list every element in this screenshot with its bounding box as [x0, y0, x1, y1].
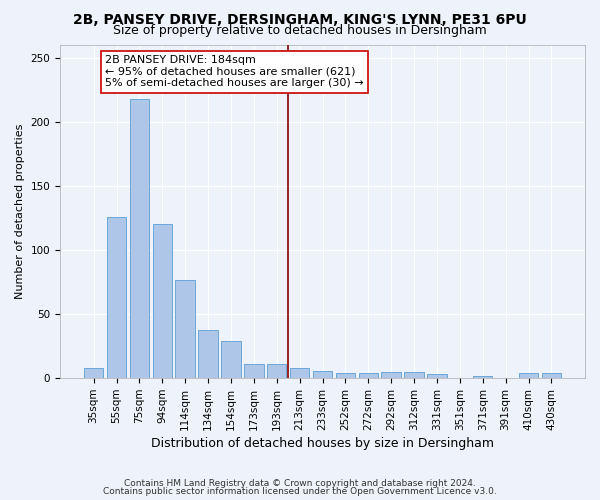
Bar — [359, 373, 378, 378]
Bar — [427, 374, 446, 378]
Bar — [382, 372, 401, 378]
Text: 2B PANSEY DRIVE: 184sqm
← 95% of detached houses are smaller (621)
5% of semi-de: 2B PANSEY DRIVE: 184sqm ← 95% of detache… — [105, 56, 364, 88]
Bar — [290, 368, 310, 378]
Bar — [267, 364, 286, 378]
Y-axis label: Number of detached properties: Number of detached properties — [15, 124, 25, 300]
Bar — [175, 280, 195, 378]
Bar — [404, 372, 424, 378]
Bar — [130, 99, 149, 378]
Bar — [199, 330, 218, 378]
Bar — [335, 373, 355, 378]
Bar — [519, 373, 538, 378]
Text: Contains HM Land Registry data © Crown copyright and database right 2024.: Contains HM Land Registry data © Crown c… — [124, 478, 476, 488]
Bar — [107, 216, 126, 378]
Bar — [473, 376, 493, 378]
Bar — [542, 373, 561, 378]
Text: 2B, PANSEY DRIVE, DERSINGHAM, KING'S LYNN, PE31 6PU: 2B, PANSEY DRIVE, DERSINGHAM, KING'S LYN… — [73, 12, 527, 26]
Bar — [152, 224, 172, 378]
Text: Contains public sector information licensed under the Open Government Licence v3: Contains public sector information licen… — [103, 487, 497, 496]
Text: Size of property relative to detached houses in Dersingham: Size of property relative to detached ho… — [113, 24, 487, 37]
Bar — [84, 368, 103, 378]
X-axis label: Distribution of detached houses by size in Dersingham: Distribution of detached houses by size … — [151, 437, 494, 450]
Bar — [313, 370, 332, 378]
Bar — [244, 364, 263, 378]
Bar — [221, 341, 241, 378]
